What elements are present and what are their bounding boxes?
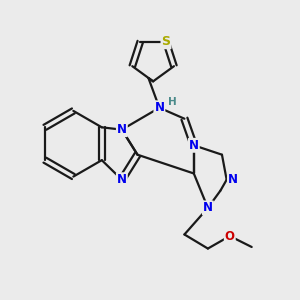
Text: N: N <box>117 173 127 186</box>
Text: H: H <box>168 97 177 106</box>
Text: N: N <box>154 101 164 114</box>
Text: O: O <box>225 230 235 242</box>
Text: N: N <box>117 123 127 136</box>
Text: N: N <box>203 201 213 214</box>
Text: S: S <box>161 35 170 48</box>
Text: N: N <box>189 139 199 152</box>
Text: N: N <box>228 173 238 186</box>
